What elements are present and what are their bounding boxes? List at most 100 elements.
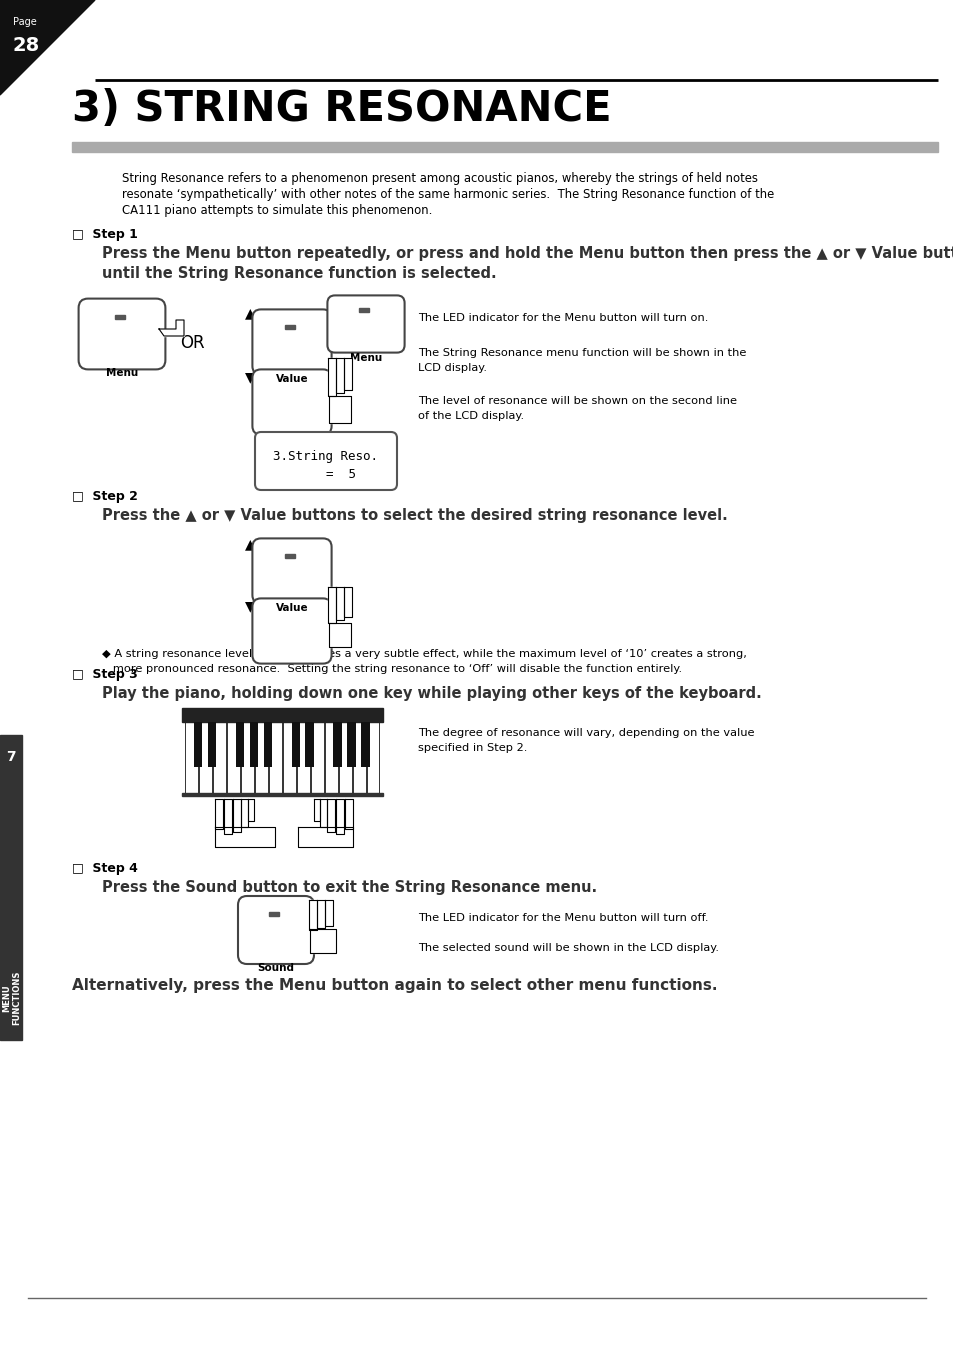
Polygon shape [335, 799, 344, 834]
Text: String Resonance refers to a phenomenon present among acoustic pianos, whereby t: String Resonance refers to a phenomenon … [122, 173, 757, 185]
FancyBboxPatch shape [327, 295, 404, 352]
Polygon shape [335, 357, 344, 393]
Bar [269, 722, 282, 795]
Bar [0, 735, 22, 1040]
Text: 3.String Reso.: 3.String Reso. [274, 451, 378, 463]
Bar [235, 722, 244, 766]
Text: Page: Page [13, 18, 37, 27]
Polygon shape [214, 827, 274, 847]
Text: Press the Menu button repeatedly, or press and hold the Menu button then press t: Press the Menu button repeatedly, or pre… [102, 246, 953, 260]
Polygon shape [345, 799, 353, 830]
Polygon shape [0, 0, 95, 94]
Text: Sound: Sound [257, 963, 294, 973]
Bar [324, 722, 337, 795]
Bar [305, 722, 314, 766]
Text: Play the piano, holding down one key while playing other keys of the keyboard.: Play the piano, holding down one key whi… [102, 687, 760, 701]
Text: ▲: ▲ [244, 306, 255, 320]
Text: The LED indicator for the Menu button will turn off.: The LED indicator for the Menu button wi… [417, 913, 708, 923]
Bar [269, 912, 278, 916]
Bar [71, 142, 937, 152]
Bar [285, 554, 294, 558]
Polygon shape [248, 799, 253, 822]
Bar [182, 708, 382, 722]
Polygon shape [328, 357, 335, 397]
Bar [366, 722, 379, 795]
Text: □  Step 2: □ Step 2 [71, 490, 138, 503]
FancyBboxPatch shape [237, 896, 314, 965]
Text: more pronounced resonance.  Setting the string resonance to ‘Off’ will disable t: more pronounced resonance. Setting the s… [102, 664, 681, 674]
Text: □  Step 3: □ Step 3 [71, 668, 137, 681]
Bar [115, 316, 125, 318]
Bar [338, 722, 352, 795]
Bar [353, 722, 365, 795]
Polygon shape [329, 623, 351, 648]
Bar [333, 722, 341, 766]
Bar [263, 722, 272, 766]
Bar [193, 722, 202, 766]
Bar [213, 722, 226, 795]
Polygon shape [297, 827, 353, 847]
Text: until the String Resonance function is selected.: until the String Resonance function is s… [102, 266, 497, 281]
Text: CA111 piano attempts to simulate this phenomenon.: CA111 piano attempts to simulate this ph… [122, 204, 432, 217]
Bar [250, 722, 258, 766]
Bar [254, 722, 268, 795]
Text: The level of resonance will be shown on the second line: The level of resonance will be shown on … [417, 397, 737, 406]
Text: specified in Step 2.: specified in Step 2. [417, 743, 527, 753]
Bar [361, 722, 369, 766]
Text: 7: 7 [6, 750, 16, 764]
Text: Menu: Menu [350, 353, 382, 363]
Bar [227, 722, 240, 795]
FancyBboxPatch shape [254, 432, 396, 490]
Text: 3) STRING RESONANCE: 3) STRING RESONANCE [71, 88, 611, 130]
Text: MENU
FUNCTIONS: MENU FUNCTIONS [2, 971, 22, 1025]
Polygon shape [214, 799, 223, 830]
Polygon shape [159, 320, 184, 336]
Bar [296, 722, 310, 795]
Text: Menu: Menu [106, 368, 138, 378]
Text: =  5: = 5 [295, 468, 355, 482]
Bar [185, 722, 198, 795]
FancyBboxPatch shape [253, 538, 332, 603]
Text: Alternatively, press the Menu button again to select other menu functions.: Alternatively, press the Menu button aga… [71, 978, 717, 993]
Polygon shape [310, 929, 335, 952]
Text: □  Step 4: □ Step 4 [71, 862, 138, 876]
Text: The selected sound will be shown in the LCD display.: The selected sound will be shown in the … [417, 943, 719, 952]
Text: of the LCD display.: of the LCD display. [417, 411, 523, 421]
Polygon shape [327, 799, 335, 832]
Text: resonate ‘sympathetically’ with other notes of the same harmonic series.  The St: resonate ‘sympathetically’ with other no… [122, 188, 774, 201]
Text: The LED indicator for the Menu button will turn on.: The LED indicator for the Menu button wi… [417, 313, 708, 322]
Polygon shape [335, 587, 344, 621]
Polygon shape [344, 587, 352, 616]
Bar [208, 722, 216, 766]
Bar [285, 325, 294, 329]
Text: Press the Sound button to exit the String Resonance menu.: Press the Sound button to exit the Strin… [102, 880, 597, 894]
Text: ▼: ▼ [244, 599, 255, 612]
Text: LCD display.: LCD display. [417, 363, 486, 374]
Bar [292, 722, 299, 766]
Polygon shape [224, 799, 232, 834]
Polygon shape [329, 397, 351, 424]
Polygon shape [314, 799, 319, 822]
Bar [199, 722, 213, 795]
Text: Value: Value [275, 374, 308, 384]
Bar [241, 722, 253, 795]
Polygon shape [316, 900, 325, 928]
FancyBboxPatch shape [253, 309, 332, 375]
Polygon shape [344, 357, 352, 390]
Text: Value: Value [275, 603, 308, 612]
Text: ◆ A string resonance level of ‘1’ produces a very subtle effect, while the maxim: ◆ A string resonance level of ‘1’ produc… [102, 649, 746, 660]
Bar [358, 308, 369, 312]
Text: Press the ▲ or ▼ Value buttons to select the desired string resonance level.: Press the ▲ or ▼ Value buttons to select… [102, 509, 727, 523]
Polygon shape [233, 799, 241, 832]
FancyBboxPatch shape [253, 370, 332, 434]
Polygon shape [241, 799, 248, 827]
Bar [347, 722, 355, 766]
Polygon shape [328, 587, 335, 623]
Text: The degree of resonance will vary, depending on the value: The degree of resonance will vary, depen… [417, 728, 754, 738]
Text: ▲: ▲ [244, 537, 255, 550]
Polygon shape [319, 799, 327, 827]
Polygon shape [309, 900, 316, 929]
Bar [182, 793, 382, 796]
FancyBboxPatch shape [253, 599, 332, 664]
Bar [283, 722, 295, 795]
